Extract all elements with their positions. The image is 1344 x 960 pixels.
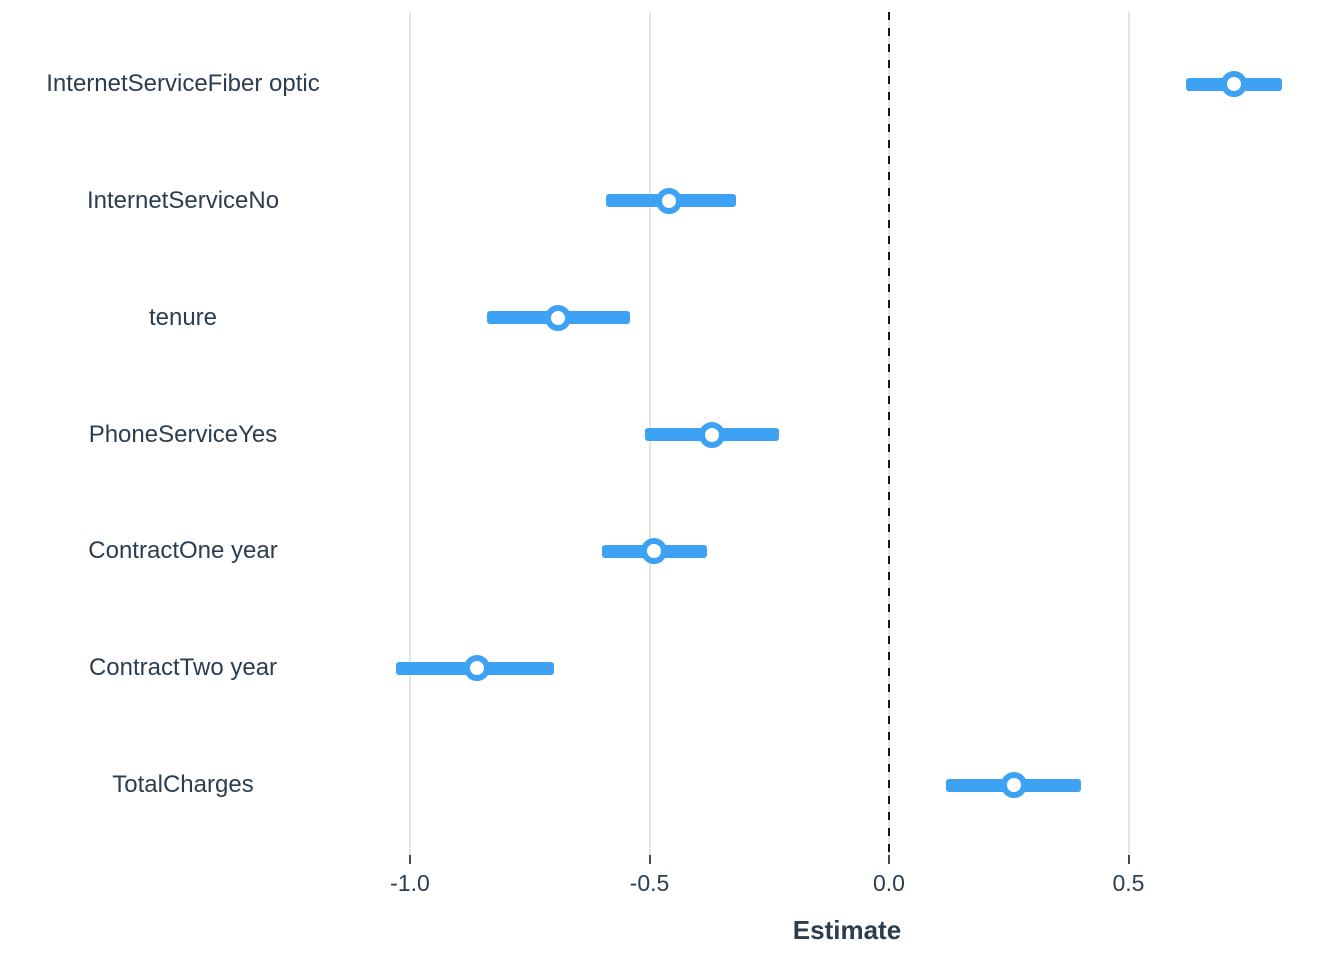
x-axis-tick (888, 855, 890, 864)
y-axis-category-label: ContractOne year (88, 537, 278, 565)
y-axis-category-label: TotalCharges (112, 771, 254, 798)
estimate-point (698, 421, 725, 448)
x-axis-tick-label: 0.5 (1112, 870, 1145, 896)
x-gridline (409, 12, 411, 855)
x-gridline (1127, 12, 1130, 855)
x-axis-tick (1127, 855, 1130, 864)
x-axis-tick (648, 855, 651, 864)
x-axis-tick-label: -0.5 (629, 870, 670, 896)
y-axis-category-label: InternetServiceFiber optic (46, 70, 320, 97)
estimate-point (1000, 772, 1027, 798)
y-axis-category-label: InternetServiceNo (86, 186, 280, 214)
estimate-point (545, 304, 572, 331)
estimate-point (464, 655, 491, 682)
y-axis-category-label: ContractTwo year (88, 654, 278, 682)
y-axis-category-label: tenure (148, 303, 218, 331)
estimate-point (641, 538, 668, 565)
x-axis-tick-label: -1.0 (390, 870, 430, 896)
x-axis-tick (409, 855, 411, 864)
estimate-point (655, 187, 682, 214)
y-axis-category-label: PhoneServiceYes (88, 420, 278, 448)
x-axis-title: Estimate (792, 915, 902, 945)
x-axis-tick-label: 0.0 (873, 870, 905, 896)
zero-reference-line (888, 12, 890, 855)
estimate-point (1220, 71, 1247, 97)
